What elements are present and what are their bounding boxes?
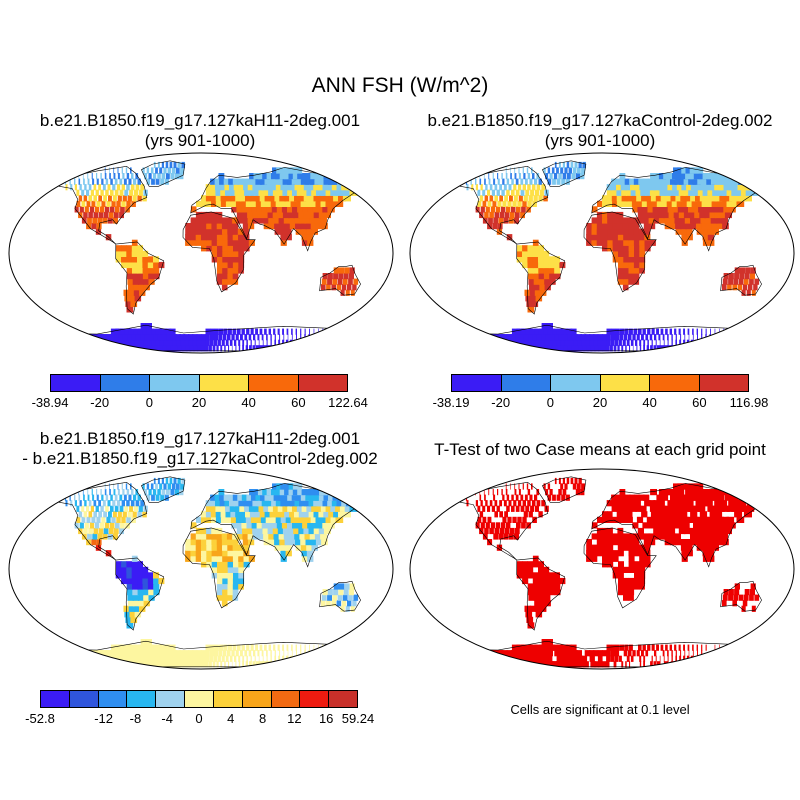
colorbar-case-h11: -38.94 -20 0 20 40 60 122.64 [32, 374, 368, 410]
map-ttest [409, 468, 795, 670]
colorbar-swatch [127, 691, 157, 707]
colorbar-swatch [51, 375, 101, 391]
colorbar-label: 0 [195, 711, 203, 726]
colorbar-label: -8 [129, 711, 142, 726]
panel-title-line1: T-Test of two Case means at each grid po… [434, 440, 766, 459]
colorbar-swatch [298, 375, 347, 391]
colorbar-difference: -52.8 -12 -8 -4 0 4 8 12 16 59.24 [25, 690, 374, 726]
colorbar-swatch [452, 375, 502, 391]
colorbar-swatch [501, 375, 551, 391]
colorbar-swatch [199, 375, 249, 391]
world-map-ttest [409, 468, 795, 670]
panel-title-line2: (yrs 901-1000) [544, 131, 656, 150]
panel-title-line1: b.e21.B1850.f19_g17.127kaH11-2deg.001 [39, 429, 361, 448]
coastline-south-america [516, 557, 566, 631]
colorbar-label: -20 [491, 395, 511, 410]
map-border [409, 152, 795, 354]
colorbar-swatch [242, 691, 272, 707]
coastline-eurasia [190, 167, 366, 252]
panel-title-top-right: b.e21.B1850.f19_g17.127kaControl-2deg.00… [400, 111, 800, 151]
coastline-greenland [542, 476, 587, 503]
colorbar-label: 20 [592, 395, 608, 410]
colorbar-swatch [100, 375, 150, 391]
colorbar-swatch [213, 691, 243, 707]
world-map-difference [8, 468, 394, 670]
colorbar-label: 40 [642, 395, 657, 410]
coastline-eurasia [190, 483, 366, 568]
panel-title-bottom-right: T-Test of two Case means at each grid po… [400, 440, 800, 460]
colorbar-label: 0 [546, 395, 554, 410]
coastline-africa [583, 527, 657, 609]
colorbar-label: 40 [241, 395, 256, 410]
colorbar-swatch [329, 691, 357, 707]
panel-title-top-left: b.e21.B1850.f19_g17.127kaH11-2deg.001 (y… [0, 111, 400, 151]
coastline-north-america [46, 481, 148, 561]
colorbar-swatch [600, 375, 650, 391]
panel-title-line1: b.e21.B1850.f19_g17.127kaControl-2deg.00… [427, 111, 773, 130]
coastline-eurasia [591, 483, 767, 568]
colorbar-label: 20 [191, 395, 207, 410]
significance-note: Cells are significant at 0.1 level [510, 702, 690, 717]
map-border [8, 152, 394, 354]
colorbar-swatch [271, 691, 301, 707]
colorbar-label: 60 [692, 395, 707, 410]
colorbar-label: -38.94 [31, 395, 69, 410]
coastline-africa [182, 211, 256, 293]
coastline-greenland [141, 476, 186, 503]
panel-title-line1: b.e21.B1850.f19_g17.127kaH11-2deg.001 [39, 111, 361, 130]
colorbar-label: 60 [291, 395, 306, 410]
colorbar-swatch [150, 375, 200, 391]
colorbar-label: -4 [161, 711, 173, 726]
colorbar-swatch [300, 691, 330, 707]
colorbar-swatch [98, 691, 128, 707]
map-border [409, 468, 795, 670]
colorbar-label: 122.64 [328, 395, 368, 410]
coastline-north-america [447, 165, 549, 245]
panel-title-line2: (yrs 901-1000) [144, 131, 256, 150]
coastline-south-america [115, 241, 165, 315]
coastline-greenland [542, 160, 587, 187]
coastline-australia [319, 264, 361, 296]
colorbar-swatch [650, 375, 700, 391]
colorbar-swatch [185, 691, 214, 707]
colorbar-label: -20 [90, 395, 110, 410]
colorbar-label: -12 [94, 711, 113, 726]
panel-title-bottom-left: b.e21.B1850.f19_g17.127kaH11-2deg.001 - … [0, 429, 400, 469]
colorbar-swatch [551, 375, 601, 391]
world-map-case-control [409, 152, 795, 354]
colorbar-swatch [69, 691, 99, 707]
colorbar-swatch [156, 691, 186, 707]
colorbar-label: -52.8 [25, 711, 55, 726]
colorbar-label: 12 [287, 711, 302, 726]
colorbar-case-control: -38.19 -20 0 20 40 60 116.98 [433, 374, 768, 410]
coastline-australia [319, 580, 361, 612]
coastline-africa [583, 211, 657, 293]
coastline-australia [720, 264, 762, 296]
map-case-control [409, 152, 795, 354]
colorbar-label: 0 [145, 395, 153, 410]
coastline-australia [720, 580, 762, 612]
colorbar-label: 59.24 [341, 711, 375, 726]
colorbar-swatch [249, 375, 299, 391]
colorbar-label: 4 [227, 711, 235, 726]
coastline-north-america [447, 481, 549, 561]
map-case-h11 [8, 152, 394, 354]
colorbar-label: 16 [318, 711, 334, 726]
coastline-africa [182, 527, 256, 609]
colorbar-label: -38.19 [432, 395, 470, 410]
colorbar-label: 116.98 [729, 395, 769, 410]
panel-title-line2: - b.e21.B1850.f19_g17.127kaControl-2deg.… [22, 449, 378, 468]
coastline-eurasia [591, 167, 767, 252]
map-border [8, 468, 394, 670]
colorbar-swatch [41, 691, 70, 707]
map-difference [8, 468, 394, 670]
colorbar-swatch [699, 375, 748, 391]
coastline-south-america [115, 557, 165, 631]
colorbar-label: 8 [258, 711, 267, 726]
coastline-north-america [46, 165, 148, 245]
coastline-south-america [516, 241, 566, 315]
coastline-greenland [141, 160, 186, 187]
figure-title: ANN FSH (W/m^2) [311, 74, 489, 97]
world-map-case-h11 [8, 152, 394, 354]
